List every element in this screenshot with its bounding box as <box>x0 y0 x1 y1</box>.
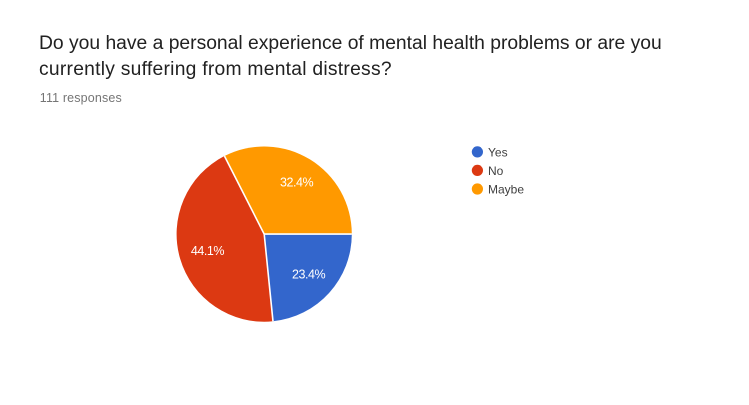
svg-text:Yes: Yes <box>488 145 508 159</box>
svg-text:44.1%: 44.1% <box>191 244 225 258</box>
svg-text:32.4%: 32.4% <box>280 175 314 189</box>
svg-text:Maybe: Maybe <box>488 183 524 197</box>
svg-text:23.4%: 23.4% <box>292 268 326 282</box>
svg-text:No: No <box>488 164 504 178</box>
